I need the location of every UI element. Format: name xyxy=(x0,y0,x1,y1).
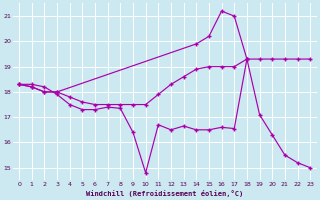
X-axis label: Windchill (Refroidissement éolien,°C): Windchill (Refroidissement éolien,°C) xyxy=(86,190,243,197)
